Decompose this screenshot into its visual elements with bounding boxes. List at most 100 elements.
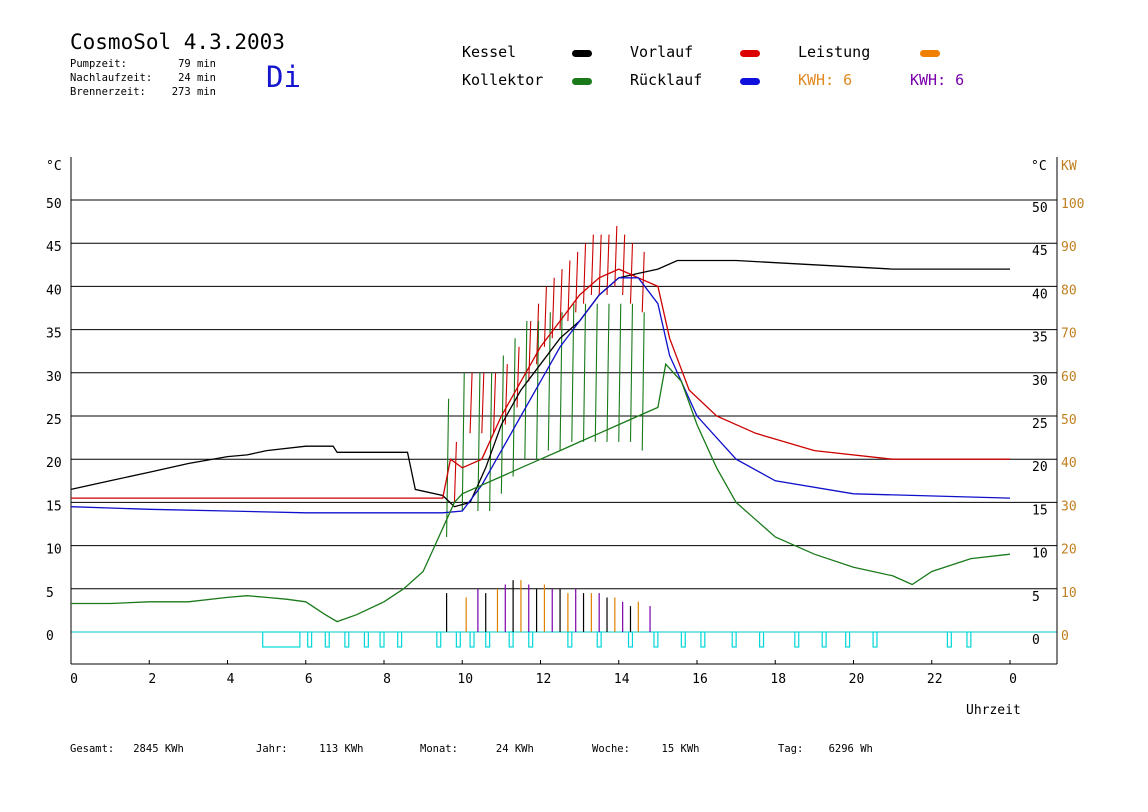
spike-kollektor bbox=[461, 372, 465, 512]
y-tick-left: 40 bbox=[46, 283, 62, 298]
legend-ruecklauf-label: Rücklauf bbox=[630, 71, 703, 89]
pump-pulse bbox=[966, 631, 972, 648]
x-tick-label: 12 bbox=[536, 672, 552, 687]
kw-tick: 40 bbox=[1061, 456, 1077, 471]
legend-kwh-orange: KWH: 6 bbox=[798, 71, 853, 89]
pump-time: Pumpzeit: 79 min bbox=[70, 58, 216, 70]
pump-pulse bbox=[508, 631, 514, 648]
pump-pulse bbox=[653, 631, 659, 648]
y-tick-left: 20 bbox=[46, 456, 62, 471]
pump-pulse bbox=[307, 631, 313, 648]
spike-vorlauf bbox=[606, 234, 610, 296]
pump-time-label: Pumpzeit: bbox=[70, 58, 127, 70]
spike-kollektor bbox=[500, 355, 504, 494]
footer-tag: Tag: 6296 Wh bbox=[778, 743, 873, 755]
pump-pulse bbox=[680, 631, 686, 648]
nachlauf-time-label: Nachlaufzeit: bbox=[70, 72, 153, 84]
legend-leistung-swatch bbox=[920, 50, 940, 57]
pump-pulse bbox=[262, 631, 301, 648]
spike-kollektor bbox=[536, 320, 540, 460]
pump-pulse bbox=[627, 631, 634, 648]
brenner-time-label: Brennerzeit: bbox=[70, 86, 146, 98]
kw-tick: 100 bbox=[1061, 197, 1084, 212]
pump-pulse bbox=[363, 631, 369, 648]
y-tick-left: 10 bbox=[46, 543, 62, 558]
spike-vorlauf bbox=[504, 364, 508, 425]
x-tick-label: 6 bbox=[305, 672, 313, 687]
x-tick-label: 16 bbox=[692, 672, 708, 687]
pump-pulse bbox=[379, 631, 385, 648]
footer-tag-value: 6296 Wh bbox=[828, 743, 873, 755]
y-tick-left: 45 bbox=[46, 240, 62, 255]
series-lines bbox=[70, 225, 1011, 623]
legend-ruecklauf-swatch bbox=[740, 78, 760, 85]
legend-vorlauf-swatch bbox=[740, 50, 760, 57]
pump-pulse bbox=[455, 631, 461, 648]
footer-monat-value: 24 KWh bbox=[495, 743, 534, 755]
spike-kollektor bbox=[559, 312, 563, 451]
nachlauf-time: Nachlaufzeit: 24 min bbox=[70, 72, 216, 84]
pump-pulse bbox=[845, 631, 851, 648]
spike-kollektor bbox=[547, 312, 551, 451]
y-tick-left: 50 bbox=[46, 197, 62, 212]
pump-pulse bbox=[528, 631, 534, 648]
chart-title: CosmoSol 4.3.2003 bbox=[70, 30, 285, 54]
y-tick-right: 5 bbox=[1032, 590, 1040, 605]
legend-kollektor-swatch bbox=[572, 78, 592, 85]
pump-pulse bbox=[731, 631, 737, 648]
spike-vorlauf bbox=[629, 243, 634, 304]
spike-kollektor bbox=[606, 303, 610, 442]
kw-tick: 20 bbox=[1061, 543, 1077, 558]
kw-tick: 70 bbox=[1061, 327, 1077, 342]
spike-kollektor bbox=[594, 303, 598, 442]
y-tick-left: 5 bbox=[46, 586, 54, 601]
footer-gesamt: Gesamt: 2845 KWh bbox=[70, 743, 184, 755]
spike-vorlauf bbox=[641, 251, 645, 313]
footer-monat-label: Monat: bbox=[420, 743, 458, 755]
kw-tick: 50 bbox=[1061, 413, 1077, 428]
y-tick-right: 20 bbox=[1032, 460, 1048, 475]
tick-labels: 0 2 4 6 8 10 12 14 16 18 20 22 0 °C °C KW Uhrzeit 0 0 5 5 10 1… bbox=[46, 159, 1084, 718]
footer-jahr: Jahr: 113 KWh bbox=[256, 743, 363, 755]
footer-jahr-label: Jahr: bbox=[256, 743, 288, 755]
y-tick-right: 50 bbox=[1032, 201, 1048, 216]
series-kessel bbox=[70, 259, 1010, 508]
spike-kollektor bbox=[582, 303, 587, 442]
series-ruecklauf bbox=[70, 277, 1011, 514]
x-tick-label: 4 bbox=[227, 672, 235, 687]
pump-pulse bbox=[397, 631, 403, 648]
x-tick-label: 0 bbox=[1009, 672, 1017, 687]
series-kollektor bbox=[71, 362, 1011, 623]
pump-pulse bbox=[485, 631, 491, 648]
y-tick-right: 45 bbox=[1032, 244, 1048, 259]
spike-kollektor bbox=[618, 303, 622, 442]
y-tick-right: 30 bbox=[1032, 374, 1048, 389]
spike-kollektor bbox=[641, 312, 645, 451]
y-tick-right: 10 bbox=[1032, 547, 1048, 562]
spike-vorlauf bbox=[453, 441, 457, 503]
x-tick-label: 18 bbox=[770, 672, 786, 687]
pump-pulse bbox=[344, 631, 350, 648]
axes bbox=[70, 157, 1058, 665]
kw-tick: 0 bbox=[1061, 629, 1069, 644]
pump-pulse bbox=[946, 631, 952, 648]
nachlauf-time-value: 24 min bbox=[178, 72, 216, 84]
x-tick-label: 10 bbox=[457, 672, 473, 687]
legend-kwh-purple: KWH: 6 bbox=[910, 71, 965, 89]
x-tick-label: 20 bbox=[849, 672, 865, 687]
y-tick-right: 25 bbox=[1032, 417, 1048, 432]
power-axis-label: KW bbox=[1061, 159, 1077, 174]
spike-vorlauf bbox=[598, 234, 602, 296]
kw-tick: 10 bbox=[1061, 586, 1077, 601]
x-tick-label: 22 bbox=[927, 672, 943, 687]
y-tick-left: 35 bbox=[46, 327, 62, 342]
footer-monat: Monat: 24 KWh bbox=[420, 743, 534, 755]
kw-tick: 30 bbox=[1061, 499, 1077, 514]
x-tick-label: 8 bbox=[383, 672, 391, 687]
leistung-peaks bbox=[446, 580, 651, 632]
weekday-label: Di bbox=[266, 60, 301, 94]
pump-pulse bbox=[469, 631, 475, 648]
y-tick-right: 15 bbox=[1032, 503, 1048, 518]
spike-kollektor bbox=[512, 338, 516, 477]
